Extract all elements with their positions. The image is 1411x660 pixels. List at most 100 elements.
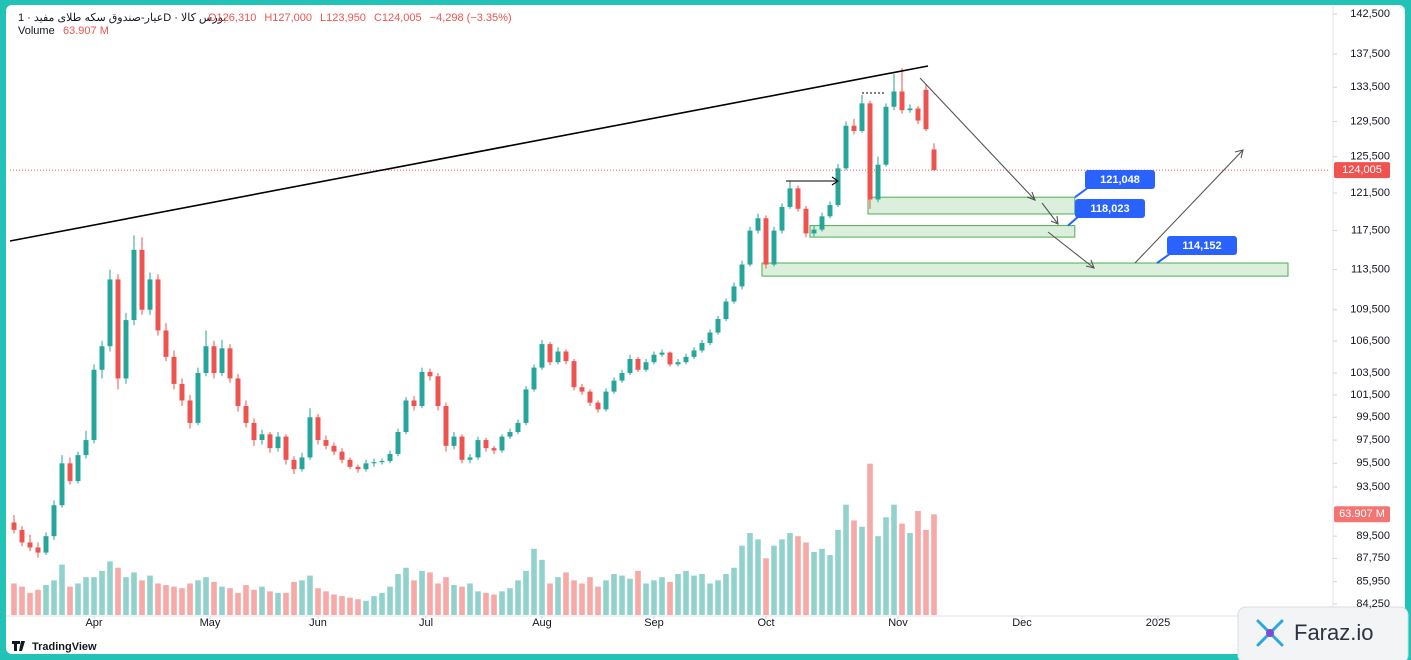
volume-bar <box>211 581 217 615</box>
candle-body <box>227 348 233 379</box>
candle-body <box>27 542 33 548</box>
candle-body <box>867 103 873 200</box>
volume-bar <box>723 574 729 615</box>
volume-bar <box>67 586 73 615</box>
candle-body <box>275 436 281 449</box>
volume-bar <box>675 574 681 615</box>
candle-body <box>291 459 297 470</box>
candle-body <box>571 361 577 388</box>
candle-body <box>419 371 425 407</box>
volume-bar <box>755 539 761 615</box>
legend-value: H127,000 <box>264 12 312 24</box>
candle-body <box>771 230 777 265</box>
candle-body <box>43 536 49 553</box>
volume-bar <box>371 596 377 615</box>
y-tick-label: 89,500 <box>1356 530 1390 542</box>
volume-bar <box>91 577 97 615</box>
volume-bar <box>571 580 577 615</box>
volume-bar <box>451 585 457 615</box>
candle-body <box>875 164 881 200</box>
legend-values: O126,310 H127,000 L123,950 C124,005 −4,298 (… <box>208 12 512 24</box>
candle-body <box>699 343 705 351</box>
candle-body <box>251 422 257 441</box>
candle-body <box>443 406 449 446</box>
volume-bar <box>115 567 121 615</box>
candle-body <box>171 356 177 384</box>
candle-body <box>435 376 441 407</box>
legend-value: C124,005 <box>374 12 422 24</box>
candle-body <box>803 208 809 234</box>
candle-body <box>539 344 545 368</box>
candle-body <box>915 108 921 121</box>
volume-bar <box>299 580 305 615</box>
volume-bar <box>419 570 425 615</box>
volume-bar <box>699 574 705 615</box>
y-tick-label: 93,500 <box>1356 481 1390 493</box>
candle-body <box>859 103 865 131</box>
volume-bar <box>763 558 769 615</box>
candle-body <box>187 400 193 423</box>
volume-bar <box>627 578 633 615</box>
volume-bar <box>651 580 657 615</box>
volume-bar <box>459 586 465 615</box>
candle-body <box>115 279 121 379</box>
volume-bar <box>923 529 929 615</box>
volume-bar <box>219 586 225 615</box>
y-tick-label: 125,500 <box>1350 151 1390 163</box>
y-tick-label: 117,500 <box>1351 224 1390 236</box>
legend-value: −4,298 (−3.35%) <box>430 12 512 24</box>
candle-body <box>99 346 105 370</box>
candle-body <box>683 356 689 363</box>
volume-bar <box>915 510 921 615</box>
callout-label: 114,152 <box>1182 240 1221 252</box>
candle-body <box>219 348 225 374</box>
volume-bar <box>891 504 897 615</box>
volume-bar <box>547 583 553 615</box>
candle-body <box>123 320 129 379</box>
candle-body <box>587 391 593 403</box>
volume-bar <box>603 580 609 615</box>
marks <box>10 68 1330 615</box>
candle-body <box>67 463 73 482</box>
volume-bar <box>707 583 713 615</box>
volume-bar <box>435 583 441 615</box>
volume-bar <box>19 586 25 615</box>
candle-body <box>555 351 561 363</box>
x-tick-label: 2025 <box>1146 617 1170 629</box>
candle-body <box>883 106 889 165</box>
volume-bar <box>731 567 737 615</box>
candle-body <box>195 373 201 423</box>
callout <box>1167 236 1237 255</box>
volume-bar <box>787 533 793 615</box>
y-tick-label: 142,500 <box>1350 8 1390 20</box>
brand-text: TradingView <box>32 641 97 653</box>
volume-bar <box>387 586 393 615</box>
last-price-label: 124,005 <box>1342 164 1382 176</box>
volume-bar <box>523 570 529 615</box>
candle-body <box>299 457 305 470</box>
volume-bar <box>267 591 273 615</box>
candle-body <box>243 406 249 423</box>
volume-bar <box>123 577 129 615</box>
candle-body <box>147 279 153 310</box>
zone <box>761 262 1289 277</box>
candle-body <box>643 362 649 370</box>
candle-body <box>723 301 729 320</box>
volume-bar <box>595 586 601 615</box>
candle-body <box>459 436 465 460</box>
volume-bar <box>555 577 561 615</box>
candle-body <box>499 436 505 451</box>
candle-body <box>739 264 745 287</box>
candle-body <box>667 352 673 365</box>
callout <box>1075 199 1145 218</box>
callout <box>1085 170 1155 189</box>
volume-bar <box>691 575 697 615</box>
candle-body <box>451 436 457 446</box>
candle-body <box>59 463 65 506</box>
volume-bar <box>579 583 585 615</box>
candle-body <box>843 125 849 169</box>
y-tick-label: 103,500 <box>1350 367 1390 379</box>
candle-body <box>179 383 185 401</box>
candle-body <box>603 391 609 410</box>
